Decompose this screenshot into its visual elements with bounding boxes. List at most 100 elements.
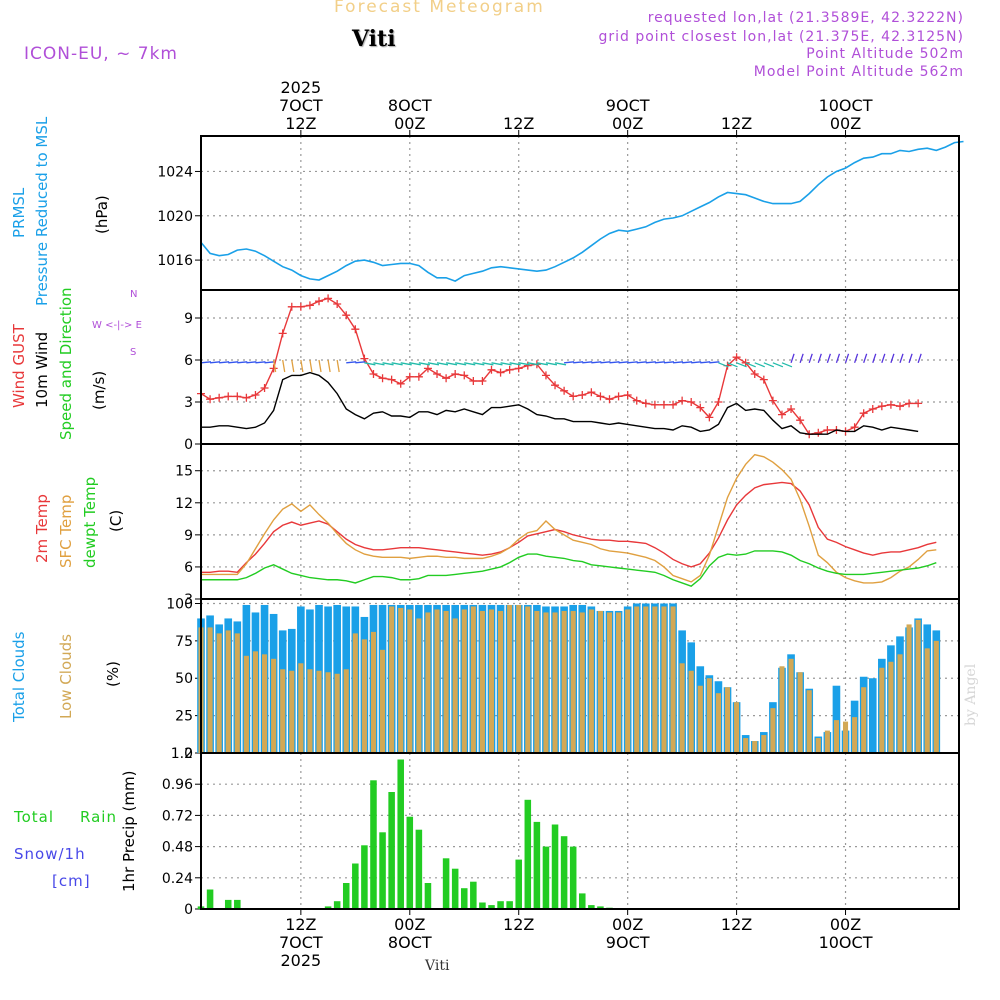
wind-direction-arrow bbox=[282, 359, 286, 373]
low-clouds-bar bbox=[852, 717, 858, 753]
low-clouds-bar bbox=[298, 663, 304, 753]
wind-direction-arrow bbox=[527, 362, 539, 366]
low-clouds-bar bbox=[416, 618, 422, 753]
gust-marker bbox=[551, 381, 560, 390]
wind-direction-arrow bbox=[790, 353, 795, 364]
meteogram-title: Forecast Meteogram bbox=[334, 0, 545, 17]
y-tick-label: 0 bbox=[184, 902, 193, 918]
low-clouds-bar bbox=[234, 633, 240, 753]
low-clouds-bar bbox=[534, 610, 540, 753]
gust-marker bbox=[823, 426, 832, 434]
wind-direction-arrow bbox=[291, 359, 295, 373]
rain-bar bbox=[424, 883, 432, 909]
rain-bar bbox=[342, 883, 350, 909]
low-clouds-bar bbox=[325, 672, 331, 753]
wind-direction-arrow bbox=[863, 353, 868, 364]
wind-direction-arrow bbox=[518, 362, 530, 366]
gust-marker bbox=[859, 409, 868, 418]
gust-marker bbox=[705, 413, 714, 422]
wind-direction-arrow bbox=[881, 353, 886, 364]
low-clouds-bar bbox=[316, 670, 322, 753]
bottom-time-label: 12Z bbox=[285, 915, 316, 934]
gust-marker bbox=[487, 365, 496, 374]
y-tick-label: 50 bbox=[175, 671, 193, 687]
wind-direction-arrow bbox=[373, 362, 385, 366]
precip-label-rain: Rain bbox=[80, 808, 117, 826]
low-clouds-bar bbox=[625, 609, 631, 753]
gust-marker bbox=[496, 368, 505, 377]
y-tick-label: 1024 bbox=[157, 164, 193, 180]
top-time-label: 2025 bbox=[280, 78, 321, 97]
wind-direction-arrow bbox=[255, 361, 266, 364]
gust-marker bbox=[650, 400, 659, 409]
gust-marker bbox=[641, 399, 650, 408]
pressure-line bbox=[200, 140, 964, 282]
low-clouds-bar bbox=[752, 741, 758, 753]
wind-direction-arrow bbox=[482, 362, 494, 366]
low-clouds-bar bbox=[833, 720, 839, 753]
rain-bar bbox=[470, 881, 477, 909]
wind-direction-arrow bbox=[210, 361, 221, 364]
y-tick-label: 0 bbox=[184, 437, 193, 453]
rain-bar bbox=[588, 905, 595, 909]
total-clouds-bar bbox=[868, 678, 877, 753]
gust-marker bbox=[233, 392, 242, 401]
gust-marker bbox=[342, 311, 351, 320]
low-clouds-bar bbox=[207, 627, 213, 753]
low-clouds-bar bbox=[915, 619, 921, 753]
low-clouds-bar bbox=[225, 630, 231, 753]
rain-bar bbox=[415, 829, 423, 909]
low-clouds-bar bbox=[407, 609, 413, 753]
wind-direction-arrow bbox=[772, 362, 784, 368]
wind-direction-arrow bbox=[382, 362, 394, 366]
rain-bar bbox=[515, 859, 522, 909]
gust-marker bbox=[905, 399, 914, 408]
rain-bar bbox=[506, 901, 513, 909]
gust-marker bbox=[886, 400, 895, 409]
low-clouds-bar bbox=[570, 610, 576, 753]
top-time-label: 00Z bbox=[830, 114, 861, 133]
low-clouds-bar bbox=[461, 609, 467, 753]
gust-marker bbox=[850, 423, 859, 432]
low-clouds-bar bbox=[806, 690, 812, 753]
low-clouds-bar bbox=[815, 738, 821, 753]
gust-marker bbox=[578, 391, 587, 399]
low-clouds-bar bbox=[443, 610, 449, 753]
grid-point-coords: grid point closest lon,lat (21.375E, 42.… bbox=[598, 29, 964, 45]
bottom-time-label: 00Z bbox=[830, 915, 861, 934]
low-clouds-bar bbox=[343, 669, 349, 753]
y-tick-label: 9 bbox=[184, 528, 193, 544]
bottom-time-label: 00Z bbox=[394, 915, 425, 934]
low-clouds-bar bbox=[761, 735, 767, 753]
y-tick-label: 9 bbox=[184, 311, 193, 327]
wind-direction-arrow bbox=[391, 362, 403, 366]
gust-marker bbox=[315, 297, 324, 306]
gust-marker bbox=[687, 398, 696, 406]
gust-marker bbox=[269, 364, 278, 373]
wind-direction-arrow bbox=[427, 362, 440, 366]
rain-bar bbox=[551, 824, 559, 909]
rain-bar bbox=[579, 893, 586, 909]
top-time-label: 12Z bbox=[721, 114, 752, 133]
point-altitude: Point Altitude 502m bbox=[806, 46, 964, 62]
low-clouds-bar bbox=[479, 610, 485, 753]
low-clouds-bar bbox=[888, 661, 894, 753]
precip-label-snow: Snow/1h bbox=[14, 845, 86, 863]
gust-marker bbox=[868, 405, 877, 413]
gust-marker bbox=[260, 384, 269, 392]
gust-marker bbox=[632, 396, 641, 405]
low-clouds-bar bbox=[470, 606, 476, 753]
low-clouds-bar bbox=[724, 687, 731, 753]
low-clouds-bar bbox=[643, 606, 649, 753]
gust-marker bbox=[714, 398, 723, 406]
gust-marker bbox=[732, 353, 741, 362]
y-tick-label: 6 bbox=[184, 560, 193, 576]
wind-direction-arrow bbox=[672, 361, 684, 364]
low-clouds-bar bbox=[688, 670, 694, 753]
rain-bar bbox=[497, 901, 504, 909]
rain-bar bbox=[370, 780, 377, 909]
wind-direction-arrow bbox=[682, 361, 693, 364]
wind-direction-arrow bbox=[509, 362, 521, 366]
y-tick-label: 15 bbox=[175, 464, 193, 480]
gust-line bbox=[200, 297, 919, 435]
